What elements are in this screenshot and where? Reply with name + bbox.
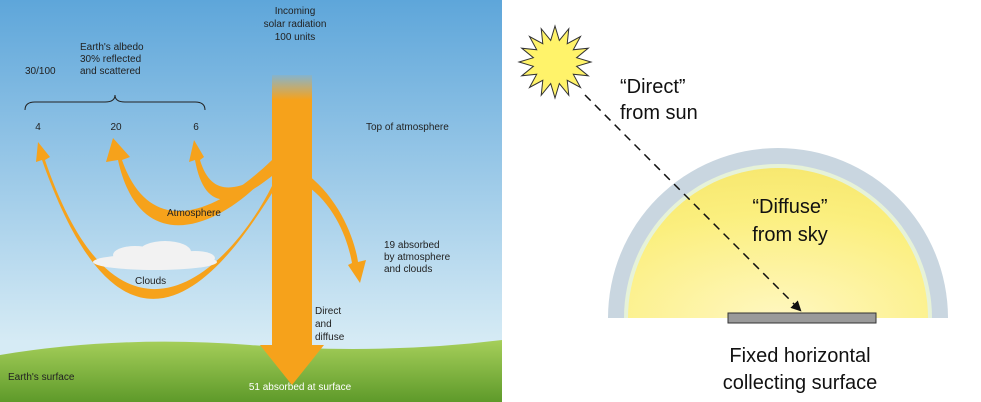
label: solar radiation (264, 19, 327, 30)
label: and scattered (80, 66, 141, 77)
label: and (315, 319, 332, 330)
label: Atmosphere (167, 208, 221, 219)
energy-budget: Incoming solar radiation 100 units Earth… (0, 0, 502, 402)
sun (517, 24, 593, 100)
label: collecting surface (723, 372, 878, 394)
label: 30/100 (25, 66, 56, 77)
label: Fixed horizontal (729, 345, 870, 367)
label: 6 (193, 122, 199, 133)
collecting-surface (727, 312, 877, 324)
label: and clouds (384, 264, 432, 275)
arrows (36, 75, 366, 385)
label: “Diffuse” (752, 196, 827, 218)
label: 4 (35, 122, 41, 133)
label: Clouds (135, 276, 166, 287)
label: Top of atmosphere (366, 122, 449, 133)
label: Earth's albedo (80, 42, 144, 53)
label: 30% reflected (80, 54, 141, 65)
label: Earth's surface (8, 372, 75, 383)
label: by atmosphere (384, 252, 451, 263)
direct-ray (584, 94, 802, 312)
diffuse-region (628, 168, 928, 318)
label: 19 absorbed (384, 240, 440, 251)
label: from sky (752, 224, 828, 246)
label: “Direct” (620, 76, 686, 98)
sky (0, 0, 502, 402)
label: 100 units (275, 32, 316, 43)
label: Incoming (275, 6, 316, 17)
collector-diagram: “Direct” from sun “Diffuse” from sky Fix… (517, 24, 948, 394)
label: diffuse (315, 332, 345, 343)
clouds-shape (93, 241, 217, 270)
brace (24, 94, 206, 111)
label: 51 absorbed at surface (249, 382, 352, 393)
label: 20 (110, 122, 122, 133)
ground (0, 340, 502, 402)
label: from sun (620, 102, 698, 124)
label: Direct (315, 306, 341, 317)
